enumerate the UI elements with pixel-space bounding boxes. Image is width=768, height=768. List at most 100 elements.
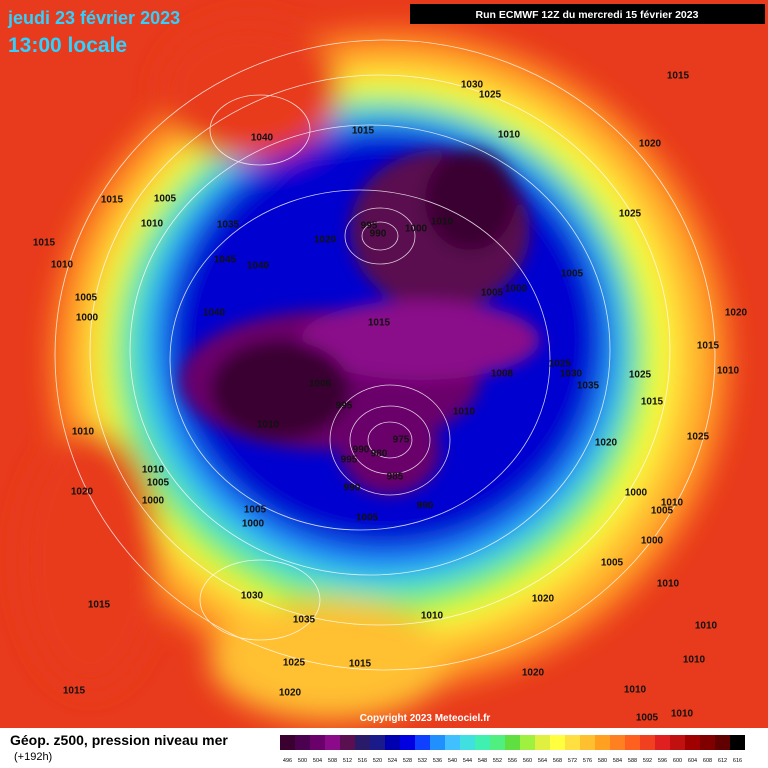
isobar-label: 1015 bbox=[63, 686, 86, 697]
colorbar-tick-label: 512 bbox=[343, 758, 352, 764]
isobar-label: 995 bbox=[336, 401, 353, 412]
isobar-label: 1015 bbox=[33, 238, 56, 249]
colorbar-swatch bbox=[565, 735, 580, 750]
colorbar: 496 500 504 508 512 516 520 524 528 532 536 540 544 5… bbox=[280, 735, 745, 764]
colorbar-tick-label: 504 bbox=[313, 758, 322, 764]
isobar-label: 1025 bbox=[629, 370, 652, 381]
colorbar-swatch bbox=[550, 735, 565, 750]
isobar-label: 1020 bbox=[71, 487, 94, 498]
isobar-label: 1045 bbox=[214, 255, 237, 266]
colorbar-tick-label: 596 bbox=[658, 758, 667, 764]
isobar-label: 1000 bbox=[142, 496, 165, 507]
colorbar-tick-label: 576 bbox=[583, 758, 592, 764]
colorbar-tick-label: 604 bbox=[688, 758, 697, 764]
colorbar-tick-label: 568 bbox=[553, 758, 562, 764]
isobar-label: 1020 bbox=[522, 668, 545, 679]
colorbar-swatch bbox=[445, 735, 460, 750]
isobar-label: 995 bbox=[341, 455, 358, 466]
isobar-label: 1020 bbox=[595, 438, 618, 449]
colorbar-swatch bbox=[640, 735, 655, 750]
isobar-label: 1035 bbox=[217, 220, 240, 231]
low-core bbox=[180, 150, 540, 495]
isobar-label: 1005 bbox=[147, 478, 170, 489]
isobar-label: 1005 bbox=[481, 288, 504, 299]
colorbar-swatch bbox=[670, 735, 685, 750]
isobar-label: 1000 bbox=[405, 224, 428, 235]
colorbar-tick-label: 532 bbox=[418, 758, 427, 764]
isobar-label: 1020 bbox=[639, 139, 662, 150]
isobar-label: 1015 bbox=[697, 341, 720, 352]
isobar-label: 990 bbox=[344, 483, 361, 494]
isobar-label: 1010 bbox=[431, 217, 454, 228]
colorbar-tick-label: 560 bbox=[523, 758, 532, 764]
isobar-label: 1005 bbox=[356, 513, 379, 524]
isobar-label: 1025 bbox=[549, 359, 572, 370]
colorbar-swatch bbox=[685, 735, 700, 750]
isobar-label: 1015 bbox=[352, 126, 375, 137]
isobar-label: 1010 bbox=[51, 260, 74, 271]
colorbar-swatch bbox=[730, 735, 745, 750]
colorbar-swatch bbox=[385, 735, 400, 750]
isobar-label: 1005 bbox=[636, 713, 659, 724]
isobar-label: 1015 bbox=[667, 71, 690, 82]
isobar-label: 1010 bbox=[142, 465, 165, 476]
isobar-label: 1040 bbox=[203, 308, 226, 319]
colorbar-tick-label: 524 bbox=[388, 758, 397, 764]
colorbar-tick-label: 564 bbox=[538, 758, 547, 764]
isobar-label: 1035 bbox=[293, 615, 316, 626]
colorbar-swatch bbox=[340, 735, 355, 750]
isobar-label: 975 bbox=[393, 435, 410, 446]
isobar-label: 1010 bbox=[72, 427, 95, 438]
colorbar-swatch bbox=[475, 735, 490, 750]
colorbar-tick-label: 500 bbox=[298, 758, 307, 764]
colorbar-swatch bbox=[280, 735, 295, 750]
colorbar-swatch bbox=[295, 735, 310, 750]
colorbar-tick-label: 552 bbox=[493, 758, 502, 764]
colorbar-swatch bbox=[325, 735, 340, 750]
isobar-label: 1010 bbox=[624, 685, 647, 696]
colorbar-swatch bbox=[370, 735, 385, 750]
isobar-label: 1015 bbox=[368, 318, 391, 329]
colorbar-tick-label: 540 bbox=[448, 758, 457, 764]
isobar-label: 1008 bbox=[491, 369, 514, 380]
isobar-label: 1006 bbox=[309, 379, 332, 390]
isobar-label: 1000 bbox=[641, 536, 664, 547]
colorbar-swatch bbox=[520, 735, 535, 750]
isobar-label: 985 bbox=[387, 472, 404, 483]
colorbar-tick-label: 572 bbox=[568, 758, 577, 764]
isobar-label: 1010 bbox=[657, 579, 680, 590]
isobar-label: 1010 bbox=[257, 420, 280, 431]
isobar-label: 1030 bbox=[461, 80, 484, 91]
colorbar-swatch bbox=[460, 735, 475, 750]
isobar-label: 990 bbox=[417, 501, 434, 512]
isobar-label: 1005 bbox=[601, 558, 624, 569]
colorbar-swatch bbox=[535, 735, 550, 750]
colorbar-swatch bbox=[580, 735, 595, 750]
isobar-label: 1010 bbox=[661, 498, 684, 509]
isobar-label: 1015 bbox=[641, 397, 664, 408]
isobar-label: 1005 bbox=[244, 505, 267, 516]
isobar-label: 1010 bbox=[453, 407, 476, 418]
isobar-label: 1010 bbox=[683, 655, 706, 666]
isobar-label: 1015 bbox=[88, 600, 111, 611]
isobar-label: 1010 bbox=[498, 130, 521, 141]
isobar-label: 1000 bbox=[76, 313, 99, 324]
colorbar-swatch bbox=[430, 735, 445, 750]
isobar-label: 1005 bbox=[154, 194, 177, 205]
colorbar-tick-label: 536 bbox=[433, 758, 442, 764]
colorbar-swatch bbox=[595, 735, 610, 750]
isobar-label: 995 bbox=[361, 221, 378, 232]
isobar-label: 1010 bbox=[421, 611, 444, 622]
colorbar-swatch bbox=[415, 735, 430, 750]
isobar-label: 1020 bbox=[279, 688, 302, 699]
legend-title: Géop. z500, pression niveau mer bbox=[10, 732, 228, 748]
isobar-label: 1025 bbox=[619, 209, 642, 220]
isobars bbox=[54, 39, 716, 671]
isobar-label: 1025 bbox=[283, 658, 306, 669]
colorbar-swatch bbox=[505, 735, 520, 750]
isobar-label: 1000 bbox=[242, 519, 265, 530]
copyright: Copyright 2023 Meteociel.fr bbox=[360, 713, 491, 724]
isobar-label: 1030 bbox=[560, 369, 583, 380]
isobar-label: 1005 bbox=[75, 293, 98, 304]
